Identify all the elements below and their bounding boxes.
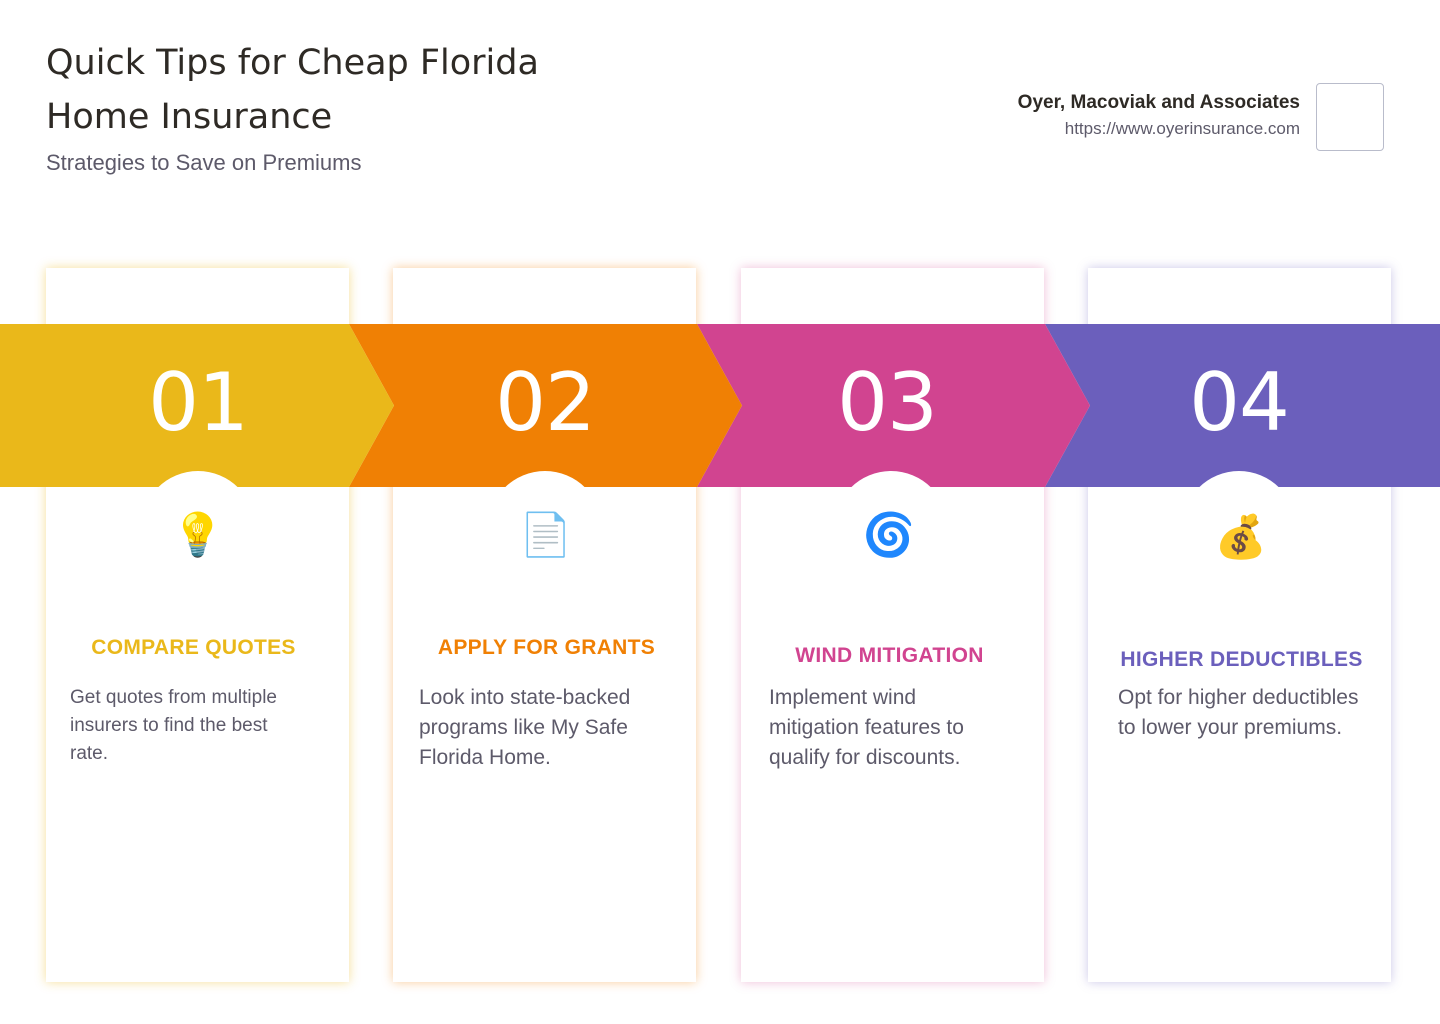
chevron-segment-3 <box>697 324 1090 487</box>
step-heading-2: APPLY FOR GRANTS <box>437 636 656 659</box>
lightbulb-icon: 💡 <box>171 510 225 559</box>
logo-placeholder <box>1316 83 1384 151</box>
chevron-banner <box>0 324 1440 487</box>
step-number-4: 04 <box>1189 356 1290 449</box>
step-description-2: Look into state-backed programs like My … <box>419 686 631 769</box>
page-title: Quick Tips for Cheap Florida Home Insura… <box>46 43 539 137</box>
step-heading-4: HIGHER DEDUCTIBLES <box>1120 648 1363 671</box>
document-icon: 📄 <box>519 510 573 559</box>
page-subtitle: Strategies to Save on Premiums <box>46 150 362 175</box>
chevron-segment-1 <box>0 324 394 487</box>
brand-block: Oyer, Macoviak and Associates https://ww… <box>1018 90 1300 142</box>
money-bag-icon: 💰 <box>1214 512 1268 561</box>
chevron-segment-4 <box>1045 324 1440 487</box>
step-number-1: 01 <box>148 356 249 449</box>
brand-url[interactable]: https://www.oyerinsurance.com <box>1064 119 1300 138</box>
step-description-3: Implement wind mitigation features to qu… <box>769 686 964 769</box>
step-description-1: Get quotes from multiple insurers to fin… <box>70 687 277 764</box>
chevron-segment-2 <box>349 324 742 487</box>
step-number-2: 02 <box>495 356 596 449</box>
step-heading-1: COMPARE QUOTES <box>91 636 296 659</box>
cyclone-icon: 🌀 <box>862 510 916 559</box>
brand-name: Oyer, Macoviak and Associates <box>1017 92 1300 113</box>
step-number-3: 03 <box>837 356 938 449</box>
step-heading-3: WIND MITIGATION <box>795 644 984 667</box>
step-description-4: Opt for higher deductibles to lower your… <box>1118 686 1359 739</box>
